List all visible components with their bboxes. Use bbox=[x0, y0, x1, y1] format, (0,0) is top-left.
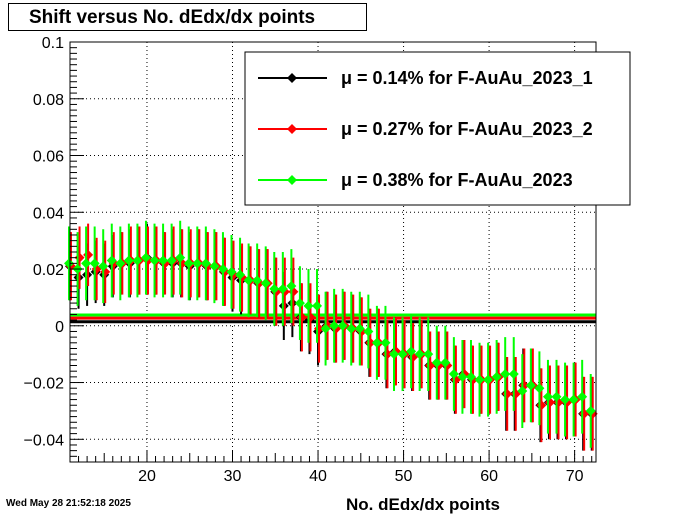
data-point bbox=[123, 255, 134, 266]
data-point bbox=[337, 320, 348, 331]
data-point bbox=[534, 383, 545, 394]
data-point bbox=[269, 283, 280, 294]
data-point bbox=[380, 337, 391, 348]
fit-lines bbox=[70, 313, 596, 324]
legend: μ = 0.14% for F-AuAu_2023_1 μ = 0.27% for… bbox=[244, 51, 631, 206]
data-point bbox=[406, 346, 417, 357]
data-point bbox=[363, 326, 374, 337]
chart-title: Shift versus No. dEdx/dx points bbox=[8, 3, 367, 31]
data-points bbox=[64, 220, 598, 451]
x-tick-label: 30 bbox=[224, 468, 242, 485]
timestamp-label: Wed May 28 21:52:18 2025 bbox=[6, 498, 131, 509]
legend-label: μ = 0.38% for F-AuAu_2023 bbox=[341, 170, 573, 190]
data-point bbox=[508, 369, 519, 380]
data-point bbox=[158, 255, 169, 266]
data-point bbox=[440, 357, 451, 368]
data-point bbox=[183, 258, 194, 269]
data-point bbox=[312, 300, 323, 311]
data-point bbox=[500, 369, 511, 380]
legend-label: μ = 0.27% for F-AuAu_2023_2 bbox=[341, 119, 593, 139]
x-tick-label: 20 bbox=[138, 468, 156, 485]
data-point bbox=[431, 357, 442, 368]
data-point bbox=[209, 261, 220, 272]
data-point bbox=[448, 369, 459, 380]
data-point bbox=[106, 255, 117, 266]
data-point bbox=[166, 255, 177, 266]
data-point bbox=[474, 374, 485, 385]
data-point bbox=[414, 349, 425, 360]
x-tick-label: 60 bbox=[480, 468, 498, 485]
data-point bbox=[286, 281, 297, 292]
data-point bbox=[303, 300, 314, 311]
data-point bbox=[192, 258, 203, 269]
data-point bbox=[568, 394, 579, 405]
data-point bbox=[551, 391, 562, 402]
data-point bbox=[346, 323, 357, 334]
y-tick-label: 0.1 bbox=[42, 35, 64, 52]
axes: 20 30 40 50 60 70 0.1 0.08 0.06 0.04 0.02 0 −0.02 −0.… bbox=[24, 35, 593, 485]
data-point bbox=[149, 255, 160, 266]
data-point bbox=[517, 386, 528, 397]
data-point bbox=[457, 371, 468, 382]
data-point bbox=[329, 320, 340, 331]
data-point bbox=[243, 275, 254, 286]
data-point bbox=[277, 283, 288, 294]
x-tick-label: 50 bbox=[395, 468, 413, 485]
data-point bbox=[64, 258, 74, 269]
legend-marker bbox=[287, 73, 297, 83]
y-tick-label: 0 bbox=[55, 319, 64, 336]
data-point bbox=[320, 323, 331, 334]
data-point bbox=[585, 405, 596, 416]
data-point bbox=[140, 252, 151, 263]
legend-marker bbox=[287, 124, 297, 134]
data-point bbox=[389, 349, 400, 360]
data-point bbox=[217, 264, 228, 275]
data-point bbox=[502, 388, 513, 399]
data-point bbox=[525, 380, 536, 391]
data-point bbox=[397, 349, 408, 360]
data-point bbox=[89, 258, 100, 269]
y-tick-label: 0.06 bbox=[33, 149, 64, 166]
data-point bbox=[83, 249, 94, 260]
series-group bbox=[64, 220, 596, 448]
data-point bbox=[81, 258, 92, 269]
data-point bbox=[235, 269, 246, 280]
data-point bbox=[354, 323, 365, 334]
y-tick-label: 0.04 bbox=[33, 205, 64, 222]
legend-label: μ = 0.14% for F-AuAu_2023_1 bbox=[341, 68, 593, 88]
data-point bbox=[175, 252, 186, 263]
x-tick-label: 70 bbox=[566, 468, 584, 485]
data-point bbox=[200, 258, 211, 269]
data-point bbox=[115, 258, 126, 269]
y-tick-label: −0.02 bbox=[24, 376, 65, 393]
data-point bbox=[294, 298, 305, 309]
y-tick-label: 0.08 bbox=[33, 92, 64, 109]
data-point bbox=[577, 391, 588, 402]
data-point bbox=[491, 371, 502, 382]
data-point bbox=[226, 266, 237, 277]
data-point bbox=[423, 349, 434, 360]
x-axis-label: No. dEdx/dx points bbox=[346, 495, 500, 514]
data-point bbox=[260, 278, 271, 289]
data-point bbox=[371, 337, 382, 348]
data-point bbox=[542, 391, 553, 402]
data-point bbox=[132, 255, 143, 266]
x-tick-label: 40 bbox=[309, 468, 327, 485]
y-tick-label: 0.02 bbox=[33, 262, 64, 279]
data-point bbox=[98, 261, 109, 272]
y-tick-label: −0.04 bbox=[24, 432, 65, 449]
legend-marker bbox=[287, 175, 297, 185]
data-point bbox=[252, 275, 263, 286]
data-point bbox=[560, 394, 571, 405]
data-point bbox=[465, 371, 476, 382]
data-point bbox=[483, 374, 494, 385]
